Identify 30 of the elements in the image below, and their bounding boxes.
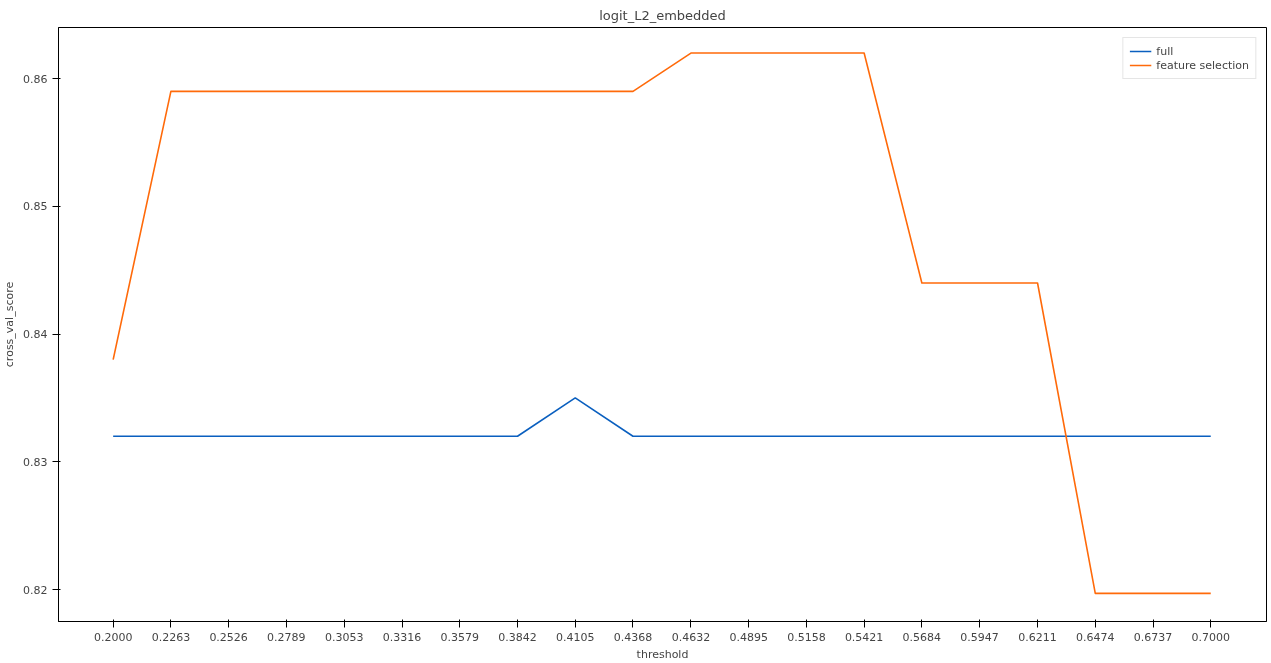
legend-label: feature selection	[1156, 58, 1249, 72]
y-tick-label: 0.84	[23, 328, 48, 342]
x-tick-label: 0.3842	[498, 630, 537, 644]
y-tick-label: 0.85	[23, 200, 48, 214]
x-tick-label: 0.4368	[613, 630, 653, 644]
legend-label: full	[1156, 44, 1175, 58]
x-tick-label: 0.6474	[1076, 630, 1115, 644]
y-axis-title: cross_val_score	[3, 281, 17, 368]
y-tick-label: 0.86	[23, 72, 48, 86]
x-tick-label: 0.4632	[671, 630, 711, 644]
y-tick-label: 0.83	[23, 455, 48, 469]
x-tick-label: 0.6737	[1133, 630, 1173, 644]
x-tick-label: 0.3316	[382, 630, 422, 644]
x-tick-label: 0.2263	[151, 630, 191, 644]
x-tick-label: 0.5947	[960, 630, 999, 644]
x-tick-label: 0.5421	[844, 630, 884, 644]
x-tick-label: 0.3053	[325, 630, 364, 644]
x-tick-label: 0.4895	[729, 630, 768, 644]
x-tick-label: 0.5684	[902, 630, 942, 644]
x-axis-title: threshold	[636, 647, 689, 661]
x-tick-label: 0.3579	[440, 630, 480, 644]
x-tick-label: 0.2000	[93, 630, 133, 644]
chart-title: logit_L2_embedded	[599, 7, 726, 23]
x-tick-label: 0.4105	[556, 630, 595, 644]
x-tick-label: 0.6211	[1018, 630, 1057, 644]
x-tick-label: 0.2789	[267, 630, 306, 644]
x-tick-label: 0.5158	[787, 630, 826, 644]
x-tick-label: 0.7000	[1191, 630, 1230, 644]
y-tick-label: 0.82	[23, 583, 48, 597]
x-tick-label: 0.2526	[209, 630, 248, 644]
